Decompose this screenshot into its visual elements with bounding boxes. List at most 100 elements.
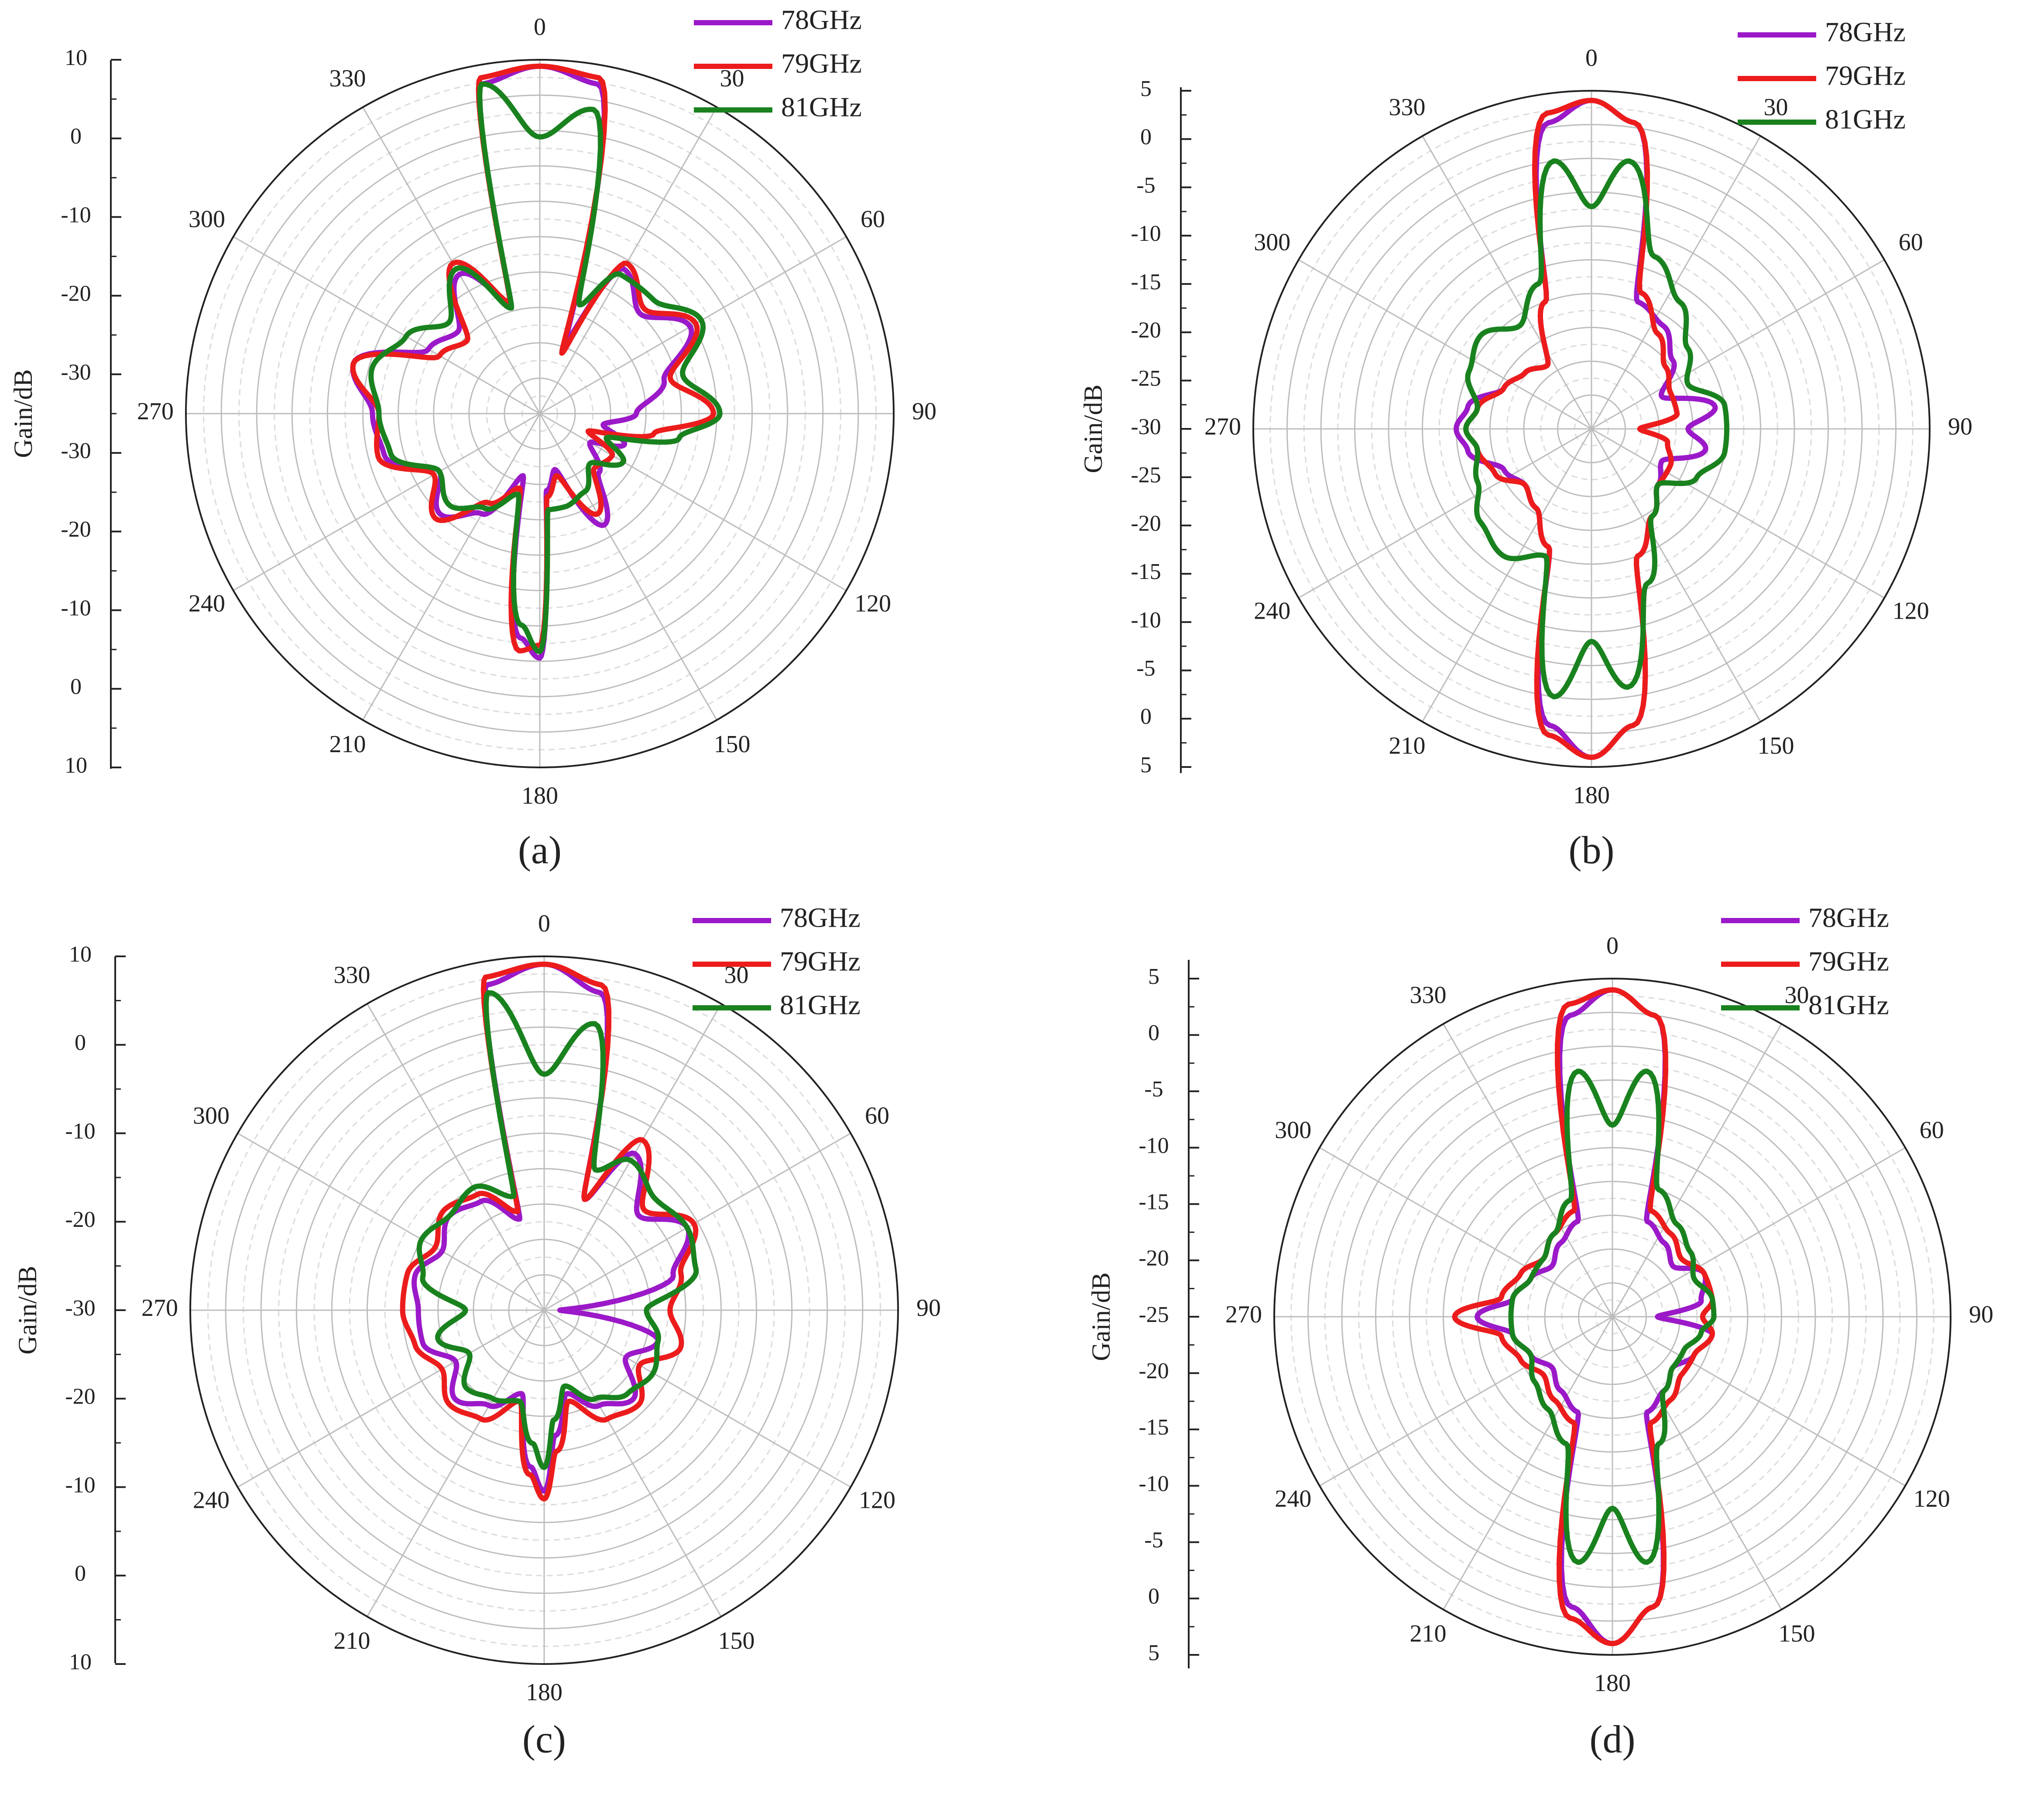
radial-axis: 10 0 -10 -20 -30 -20 -10 0 10 Gain/dB bbox=[13, 942, 126, 1674]
spoke-line bbox=[1612, 1316, 1782, 1610]
series-line-81GHz bbox=[1508, 1068, 1717, 1565]
radial-axis: 10 0 -10 -20 -30 -30 -20 -10 0 10 Gain/dB bbox=[9, 45, 121, 778]
panel-c: 0306090120150180210240270300330100-10-20… bbox=[13, 902, 941, 1761]
angle-label: 90 bbox=[912, 398, 936, 425]
radial-tick-label: 10 bbox=[65, 45, 87, 70]
radial-tick-label: -5 bbox=[1144, 1528, 1163, 1553]
series-line-78GHz bbox=[412, 962, 692, 1494]
legend-label: 78GHz bbox=[1808, 902, 1889, 933]
radial-tick-label: -15 bbox=[1139, 1190, 1169, 1215]
spoke-line bbox=[544, 1309, 851, 1488]
radial-tick-label: -20 bbox=[61, 517, 91, 542]
angle-label: 270 bbox=[137, 398, 174, 425]
series-line-81GHz bbox=[416, 990, 699, 1470]
spoke-line bbox=[543, 1310, 722, 1617]
radial-tick-label: -30 bbox=[61, 438, 91, 463]
series-line-79GHz bbox=[350, 63, 717, 654]
radial-axis-title: Gain/dB bbox=[9, 369, 38, 458]
radial-tick-label: -10 bbox=[61, 202, 91, 227]
spoke-line bbox=[539, 413, 717, 721]
angle-label: 60 bbox=[1920, 1116, 1944, 1144]
spoke-line bbox=[1319, 1316, 1613, 1486]
radial-tick-label: -5 bbox=[1136, 656, 1155, 681]
radial-tick-label: -20 bbox=[1131, 318, 1161, 343]
legend: 78GHz 79GHz 81GHz bbox=[1738, 17, 1906, 135]
spoke-line bbox=[1443, 1024, 1613, 1317]
radial-tick-label: -15 bbox=[1131, 559, 1161, 584]
angle-label: 240 bbox=[1254, 597, 1290, 624]
spoke-line bbox=[367, 1310, 545, 1617]
radial-tick-label: 0 bbox=[1140, 704, 1152, 729]
angle-label: 0 bbox=[534, 14, 546, 41]
radial-tick-label: 10 bbox=[65, 753, 87, 778]
radial-tick-label: -10 bbox=[1131, 221, 1161, 246]
angular-grid bbox=[190, 956, 898, 1664]
angle-label: 150 bbox=[714, 731, 751, 758]
angle-label: 330 bbox=[1389, 94, 1426, 121]
panel-caption: (b) bbox=[1569, 829, 1615, 872]
radial-axis: 5 0 -5 -10 -15 -20 -25 -20 -15 -10 -5 0 5 Gain/dB bbox=[1087, 960, 1199, 1668]
angle-label: 330 bbox=[334, 962, 370, 989]
spoke-line bbox=[543, 1003, 722, 1311]
angle-label: 300 bbox=[189, 205, 225, 233]
legend: 78GHz 79GHz 81GHz bbox=[694, 4, 862, 123]
legend-label: 81GHz bbox=[780, 990, 861, 1020]
spoke-line bbox=[1443, 1316, 1613, 1610]
spoke-line bbox=[233, 413, 540, 591]
angle-label: 300 bbox=[1275, 1116, 1311, 1144]
radial-tick-label: 0 bbox=[75, 1031, 86, 1055]
radial-tick-label: -5 bbox=[1144, 1077, 1163, 1102]
angle-label: 270 bbox=[1204, 413, 1241, 440]
radial-tick-label: 5 bbox=[1140, 753, 1152, 777]
angle-label: 210 bbox=[334, 1627, 370, 1654]
series-line-81GHz bbox=[368, 81, 723, 654]
legend: 78GHz 79GHz 81GHz bbox=[693, 902, 861, 1020]
angle-label: 60 bbox=[1899, 229, 1923, 256]
spoke-line bbox=[367, 1003, 545, 1311]
outer-circle bbox=[189, 955, 899, 1665]
spoke-line bbox=[1591, 136, 1761, 429]
spoke-line bbox=[1298, 428, 1592, 599]
angle-label: 120 bbox=[1893, 597, 1929, 624]
angle-label: 0 bbox=[1585, 45, 1598, 72]
radial-tick-label: 0 bbox=[75, 1561, 86, 1586]
legend-label: 81GHz bbox=[1825, 104, 1906, 135]
radial-tick-label: 10 bbox=[69, 942, 92, 967]
angle-label: 30 bbox=[1785, 982, 1809, 1009]
radial-tick-label: -10 bbox=[1131, 608, 1161, 633]
spoke-line bbox=[233, 236, 540, 414]
spoke-line bbox=[539, 413, 847, 591]
radial-tick-label: 5 bbox=[1148, 1640, 1159, 1665]
radial-tick-label: -25 bbox=[1131, 366, 1161, 391]
angle-label: 150 bbox=[1758, 733, 1794, 760]
radial-tick-label: 0 bbox=[1140, 125, 1152, 150]
spoke-line bbox=[539, 106, 717, 414]
legend-label: 81GHz bbox=[1808, 990, 1889, 1020]
radial-tick-label: -20 bbox=[1139, 1359, 1169, 1383]
angle-label: 240 bbox=[193, 1486, 230, 1514]
radial-tick-label: -10 bbox=[65, 1472, 95, 1497]
angle-label: 240 bbox=[189, 590, 225, 617]
legend-label: 79GHz bbox=[781, 48, 862, 79]
legend: 78GHz 79GHz 81GHz bbox=[1721, 902, 1889, 1020]
radial-tick-label: -20 bbox=[61, 281, 91, 306]
angle-label: 60 bbox=[861, 205, 885, 233]
spoke-line bbox=[544, 1133, 851, 1311]
series-line-79GHz bbox=[1452, 987, 1715, 1647]
angle-label: 90 bbox=[916, 1294, 941, 1322]
radial-tick-label: -30 bbox=[61, 360, 91, 385]
radial-axis-title: Gain/dB bbox=[13, 1266, 42, 1354]
spoke-line bbox=[1298, 259, 1592, 430]
angle-label: 180 bbox=[1594, 1670, 1631, 1697]
radial-tick-label: -20 bbox=[1131, 511, 1161, 536]
radial-tick-label: -10 bbox=[1139, 1471, 1169, 1496]
panel-d: 0 30 60 90 120 150 180 210 240 270 300 330 5 0 -5 -10 -1… bbox=[1087, 902, 1993, 1761]
angle-label: 0 bbox=[1606, 932, 1619, 959]
angle-label: 150 bbox=[718, 1627, 755, 1654]
angle-label: 180 bbox=[521, 782, 558, 809]
radial-tick-label: -15 bbox=[1131, 270, 1161, 294]
panel-caption: (a) bbox=[518, 829, 562, 872]
legend-label: 78GHz bbox=[780, 902, 861, 933]
